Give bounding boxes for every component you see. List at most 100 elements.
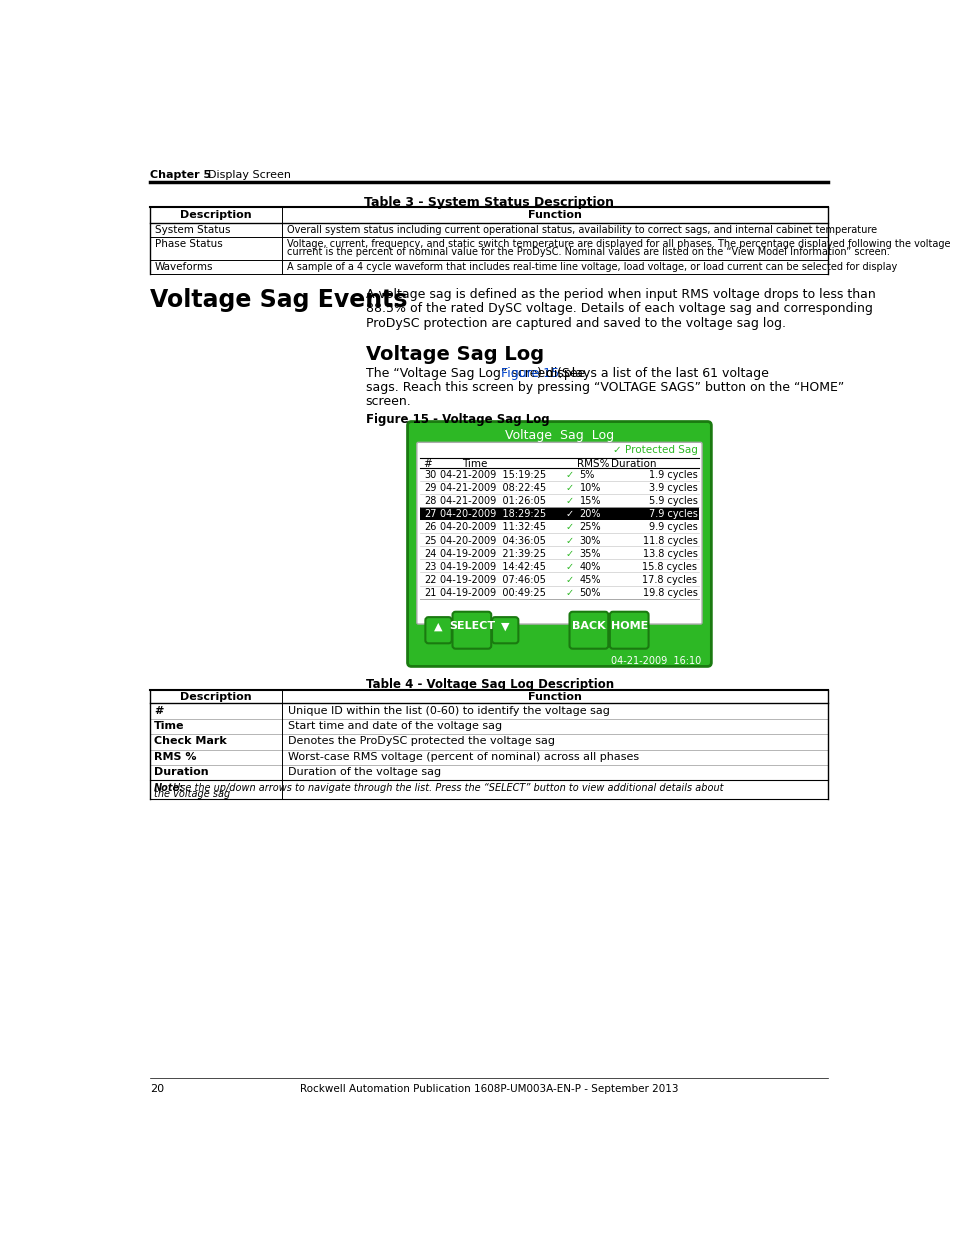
Text: 22: 22 — [424, 574, 436, 585]
Bar — [419, 508, 699, 520]
Text: 7.9 cycles: 7.9 cycles — [648, 509, 697, 520]
Text: ✓: ✓ — [565, 588, 573, 598]
Text: 17.8 cycles: 17.8 cycles — [641, 574, 697, 585]
Text: Display Screen: Display Screen — [208, 169, 291, 180]
Text: 04-20-2009  04:36:05: 04-20-2009 04:36:05 — [439, 536, 545, 546]
Bar — [419, 494, 699, 508]
Bar — [419, 520, 699, 534]
Text: current is the percent of nominal value for the ProDySC. Nominal values are list: current is the percent of nominal value … — [286, 247, 888, 257]
Text: Overall system status including current operational status, availability to corr: Overall system status including current … — [286, 225, 876, 235]
Text: Function: Function — [527, 692, 581, 701]
Text: Duration of the voltage sag: Duration of the voltage sag — [288, 767, 441, 777]
Text: 23: 23 — [424, 562, 436, 572]
Text: 04-21-2009  15:19:25: 04-21-2009 15:19:25 — [439, 471, 546, 480]
Text: Figure 15 - Voltage Sag Log: Figure 15 - Voltage Sag Log — [365, 412, 549, 426]
Text: Phase Status: Phase Status — [154, 240, 222, 249]
Text: 24: 24 — [424, 548, 436, 558]
Text: Use the up/down arrows to navigate through the list. Press the “SELECT” button t: Use the up/down arrows to navigate throu… — [171, 783, 723, 793]
Text: 5%: 5% — [579, 471, 595, 480]
FancyBboxPatch shape — [425, 618, 452, 643]
Text: A sample of a 4 cycle waveform that includes real-time line voltage, load voltag: A sample of a 4 cycle waveform that incl… — [286, 262, 896, 272]
Text: Duration: Duration — [154, 767, 209, 777]
Text: Unique ID within the list (0-60) to identify the voltage sag: Unique ID within the list (0-60) to iden… — [288, 705, 609, 715]
Text: 04-21-2009  01:26:05: 04-21-2009 01:26:05 — [439, 496, 545, 506]
Text: A voltage sag is defined as the period when input RMS voltage drops to less than: A voltage sag is defined as the period w… — [365, 288, 875, 300]
FancyBboxPatch shape — [407, 421, 711, 667]
Text: Function: Function — [527, 210, 581, 220]
Text: #: # — [154, 705, 163, 715]
Text: 04-19-2009  00:49:25: 04-19-2009 00:49:25 — [439, 588, 545, 598]
Text: Time: Time — [154, 721, 185, 731]
Text: ✓: ✓ — [565, 483, 573, 493]
Text: Note:: Note: — [154, 783, 184, 793]
Text: 11.8 cycles: 11.8 cycles — [642, 536, 697, 546]
Bar — [419, 546, 699, 559]
Text: Rockwell Automation Publication 1608P-UM003A-EN-P - September 2013: Rockwell Automation Publication 1608P-UM… — [299, 1084, 678, 1094]
Text: Start time and date of the voltage sag: Start time and date of the voltage sag — [288, 721, 502, 731]
Text: RMS %: RMS % — [154, 752, 196, 762]
Text: Voltage Sag Events: Voltage Sag Events — [150, 288, 407, 311]
Text: HOME: HOME — [610, 621, 647, 631]
Text: ✓: ✓ — [565, 562, 573, 572]
FancyBboxPatch shape — [416, 442, 701, 624]
Text: the voltage sag: the voltage sag — [154, 789, 230, 799]
Text: 20: 20 — [150, 1084, 164, 1094]
Text: 10%: 10% — [579, 483, 600, 493]
Text: 21: 21 — [424, 588, 436, 598]
Text: 26: 26 — [424, 522, 436, 532]
Bar — [419, 480, 699, 494]
Text: ✓: ✓ — [565, 536, 573, 546]
Bar — [419, 559, 699, 573]
Text: 45%: 45% — [579, 574, 600, 585]
Text: 04-21-2009  16:10: 04-21-2009 16:10 — [610, 656, 700, 667]
Text: 3.9 cycles: 3.9 cycles — [648, 483, 697, 493]
FancyBboxPatch shape — [609, 611, 648, 648]
Text: sags. Reach this screen by pressing “VOLTAGE SAGS” button on the “HOME”: sags. Reach this screen by pressing “VOL… — [365, 380, 843, 394]
Text: Time: Time — [462, 459, 487, 469]
Bar — [419, 468, 699, 480]
Text: ProDySC protection are captured and saved to the voltage sag log.: ProDySC protection are captured and save… — [365, 317, 785, 330]
Text: RMS%: RMS% — [577, 459, 609, 469]
Text: 13.8 cycles: 13.8 cycles — [642, 548, 697, 558]
Text: 04-20-2009  11:32:45: 04-20-2009 11:32:45 — [439, 522, 545, 532]
Text: 30%: 30% — [579, 536, 600, 546]
Text: 28: 28 — [424, 496, 436, 506]
Text: Figure 15: Figure 15 — [501, 367, 559, 380]
Text: 40%: 40% — [579, 562, 600, 572]
Text: 27: 27 — [424, 509, 436, 520]
Text: ✓: ✓ — [565, 574, 573, 585]
Text: 19.8 cycles: 19.8 cycles — [642, 588, 697, 598]
Text: System Status: System Status — [154, 225, 231, 235]
Text: SELECT: SELECT — [448, 621, 495, 631]
Text: Denotes the ProDySC protected the voltage sag: Denotes the ProDySC protected the voltag… — [288, 736, 555, 746]
Text: 1.9 cycles: 1.9 cycles — [648, 471, 697, 480]
Text: ▲: ▲ — [434, 621, 442, 631]
Text: 15%: 15% — [579, 496, 600, 506]
Bar — [419, 585, 699, 599]
Text: Table 3 - System Status Description: Table 3 - System Status Description — [363, 196, 614, 209]
Text: Chapter 5: Chapter 5 — [150, 169, 212, 180]
FancyBboxPatch shape — [492, 618, 517, 643]
Text: 88.5% of the rated DySC voltage. Details of each voltage sag and corresponding: 88.5% of the rated DySC voltage. Details… — [365, 303, 872, 315]
Text: 04-19-2009  21:39:25: 04-19-2009 21:39:25 — [439, 548, 545, 558]
Text: 04-19-2009  14:42:45: 04-19-2009 14:42:45 — [439, 562, 545, 572]
Text: Worst-case RMS voltage (percent of nominal) across all phases: Worst-case RMS voltage (percent of nomin… — [288, 752, 639, 762]
Text: screen.: screen. — [365, 395, 411, 408]
Text: 04-19-2009  07:46:05: 04-19-2009 07:46:05 — [439, 574, 545, 585]
Text: Voltage  Sag  Log: Voltage Sag Log — [504, 430, 614, 442]
Text: BACK: BACK — [572, 621, 605, 631]
Text: 15.8 cycles: 15.8 cycles — [641, 562, 697, 572]
Text: Description: Description — [180, 692, 252, 701]
Text: ✓: ✓ — [565, 548, 573, 558]
Text: ✓ Protected Sag: ✓ Protected Sag — [612, 446, 697, 456]
Text: Table 4 - Voltage Sag Log Description: Table 4 - Voltage Sag Log Description — [365, 678, 613, 690]
Bar — [419, 534, 699, 546]
Text: #: # — [422, 459, 432, 469]
Text: Voltage Sag Log: Voltage Sag Log — [365, 346, 543, 364]
Text: 04-21-2009  08:22:45: 04-21-2009 08:22:45 — [439, 483, 546, 493]
Text: 04-20-2009  18:29:25: 04-20-2009 18:29:25 — [439, 509, 546, 520]
FancyBboxPatch shape — [569, 611, 608, 648]
Text: The “Voltage Sag Log” screen (See: The “Voltage Sag Log” screen (See — [365, 367, 588, 380]
Text: ) displays a list of the last 61 voltage: ) displays a list of the last 61 voltage — [537, 367, 768, 380]
Text: ✓: ✓ — [565, 496, 573, 506]
